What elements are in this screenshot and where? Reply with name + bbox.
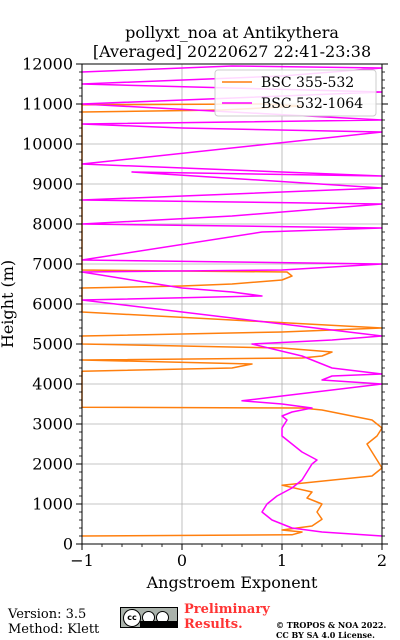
y-tick-label: 3000 [32,415,73,434]
x-tick-label: 2 [377,551,387,570]
x-tick-label: 1 [277,551,287,570]
preliminary-notice: Preliminary Results. [184,602,270,632]
y-axis-label: Height (m) [0,260,17,348]
copyright-notice: © TROPOS & NOA 2022. CC BY SA 4.0 Licens… [276,620,386,640]
cc-license-icon: cc [120,607,178,628]
y-tick-label: 6000 [32,295,73,314]
preliminary-line1: Preliminary [184,602,270,617]
chart-subtitle: [Averaged] 20220627 22:41-23:38 [92,42,372,61]
series-line-bsc-532-1064 [81,65,383,537]
axis-layer: −1 0 1 201000200030004000500060007000800090… [22,55,388,570]
chart-title: pollyxt_noa at Antikythera [125,23,339,42]
series-line-bsc-355-532 [81,103,383,537]
y-tick-label: 0 [63,535,73,554]
y-tick-label: 12000 [22,55,73,74]
gridlines [81,63,383,545]
y-tick-label: 9000 [32,175,73,194]
y-tick-label: 7000 [32,255,73,274]
y-tick-label: 2000 [32,455,73,474]
y-tick-label: 10000 [22,135,73,154]
version-text: Version: 3.5 [8,607,87,622]
y-tick-label: 11000 [22,95,73,114]
copyright-line2: CC BY SA 4.0 License. [276,630,375,640]
y-tick-label: 1000 [32,495,73,514]
copyright-line1: © TROPOS & NOA 2022. [276,620,387,630]
x-tick-label: 0 [177,551,187,570]
x-axis-label: Angstroem Exponent [146,573,318,592]
x-tick-label: −1 [70,551,94,570]
series-layer [81,65,383,537]
y-tick-label: 4000 [32,375,73,394]
method-text: Method: Klett [8,622,100,637]
legend-label-bsc-355-532: BSC 355-532 [261,75,354,91]
legend-label-bsc-532-1064: BSC 532-1064 [261,96,363,112]
legend: BSC 355-532 BSC 532-1064 [214,69,377,117]
legend-box [214,69,377,117]
preliminary-line2: Results. [184,617,243,632]
y-tick-label: 8000 [32,215,73,234]
y-tick-label: 5000 [32,335,73,354]
